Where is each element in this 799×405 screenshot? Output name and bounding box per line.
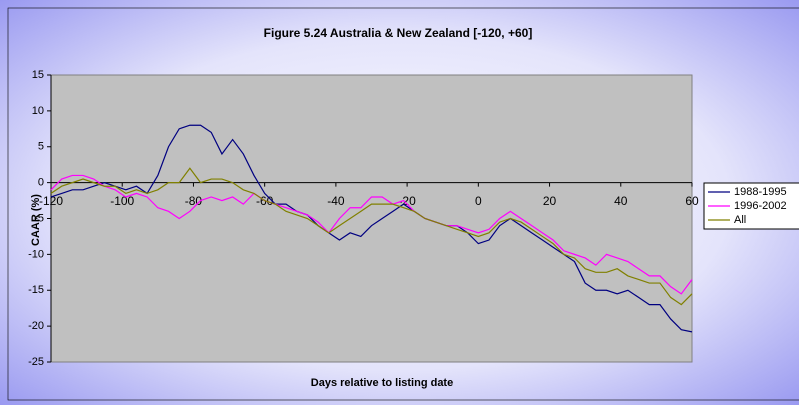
series-line xyxy=(50,167,693,306)
y-tick-label: 0 xyxy=(38,177,44,189)
y-tick-label: -15 xyxy=(28,284,44,296)
chart-title: Figure 5.24 Australia & New Zealand [-12… xyxy=(264,26,533,40)
legend-label: 1988-1995 xyxy=(734,186,787,198)
y-tick-label: -10 xyxy=(28,248,44,260)
y-axis-label: CAAR (%) xyxy=(30,194,42,246)
y-tick-label: 15 xyxy=(32,69,44,81)
y-tick-label: 10 xyxy=(32,105,44,117)
legend-box xyxy=(703,182,799,230)
y-tick-label: -20 xyxy=(28,320,44,332)
x-tick-label: -80 xyxy=(185,194,203,208)
x-tick-label: -120 xyxy=(39,194,63,208)
x-tick-label: 40 xyxy=(614,194,628,208)
x-axis-label: Days relative to listing date xyxy=(311,377,453,389)
x-tick-label: 60 xyxy=(685,194,699,208)
legend-label: 1996-2002 xyxy=(734,200,787,212)
y-tick-label: -5 xyxy=(34,212,44,224)
legend-label: All xyxy=(734,214,746,226)
series-line xyxy=(50,174,693,295)
y-tick-label: -25 xyxy=(28,356,44,368)
plot-area xyxy=(50,74,693,363)
chart-frame xyxy=(7,7,799,401)
x-tick-label: -100 xyxy=(110,194,134,208)
y-tick-label: 5 xyxy=(38,141,44,153)
x-tick-label: -40 xyxy=(327,194,345,208)
x-tick-label: 0 xyxy=(475,194,482,208)
series-line xyxy=(50,124,693,333)
x-tick-label: 20 xyxy=(543,194,557,208)
